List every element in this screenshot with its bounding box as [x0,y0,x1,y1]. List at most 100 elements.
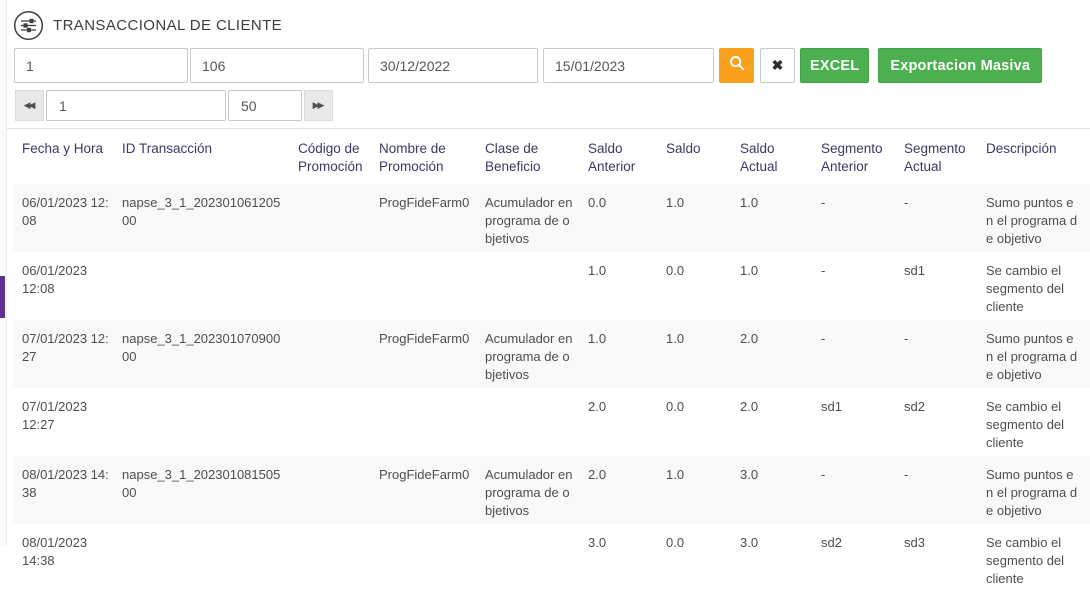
program-id-input[interactable] [190,48,364,83]
column-header: Fecha y Hora [22,141,104,156]
table-cell [485,524,588,592]
table-cell: 3.0 [740,467,759,482]
table-cell: - [904,331,909,346]
table-cell: 2.0 [740,331,759,346]
table-cell [379,388,485,456]
table-cell: Se cambio el segmento del cliente [986,399,1065,450]
table-cell: 0.0 [666,263,685,278]
table-cell [298,184,379,252]
table-cell: Acumulador en programa de objetivos [485,331,573,382]
column-header: Segmento Anterior [821,141,883,174]
pagination-bar: ◀◀ ▶▶ [15,90,1090,121]
table-cell: napse_3_1_20230107090000 [122,331,281,364]
table-row: 07/01/2023 12:27 napse_3_1_20230107090000… [13,320,1090,388]
table-cell: ProgFideFarm0 [379,195,470,210]
column-header: Saldo Anterior [588,141,636,174]
close-icon: ✖ [771,57,784,73]
filter-toolbar: ✖ EXCEL Exportacion Masiva [14,48,1090,83]
table-cell: 2.0 [588,467,607,482]
scrollbar-thumb[interactable] [0,276,5,318]
page-header: TRANSACCIONAL DE CLIENTE [8,0,1090,44]
excel-button-label: EXCEL [810,57,860,74]
table-cell: 1.0 [740,195,759,210]
table-cell [122,524,298,592]
table-cell: 1.0 [740,263,759,278]
column-header: Clase de Beneficio [485,141,541,174]
table-cell [122,252,298,320]
table-cell: 08/01/2023 14:38 [22,535,88,568]
table-cell [298,388,379,456]
search-button[interactable] [719,48,754,83]
column-header: Saldo Actual [740,141,778,174]
table-row: 08/01/2023 14:38 napse_3_1_20230108150500… [13,456,1090,524]
excel-button[interactable]: EXCEL [800,48,870,83]
page-title: TRANSACCIONAL DE CLIENTE [53,16,283,34]
page-size-input[interactable] [228,90,302,121]
table-cell: sd3 [904,535,925,550]
transactions-table: Fecha y Hora ID Transacción Código de Prom… [13,129,1090,592]
table-row: 08/01/2023 14:38 3.0 0.0 3.0 sd2 sd3 Se cambio… [13,524,1090,592]
table-cell: napse_3_1_20230106120500 [122,195,281,228]
table-cell: sd1 [904,263,925,278]
table-cell: - [821,331,826,346]
table-cell: Acumulador en programa de objetivos [485,195,573,246]
table-cell [379,252,485,320]
export-massive-button[interactable]: Exportacion Masiva [878,48,1043,83]
double-chevron-right-icon: ▶▶ [312,100,325,110]
table-header-row: Fecha y Hora ID Transacción Código de Prom… [13,129,1090,184]
table-cell: Se cambio el segmento del cliente [986,263,1065,314]
table-cell: 1.0 [588,331,607,346]
table-cell: - [904,467,909,482]
table-cell: 07/01/2023 12:27 [22,331,109,364]
table-cell: 06/01/2023 12:08 [22,195,109,228]
table-cell: ProgFideFarm0 [379,331,470,346]
table-cell: Se cambio el segmento del cliente [986,535,1065,586]
vertical-scrollbar[interactable] [0,0,7,546]
table-cell: 2.0 [740,399,759,414]
column-header: ID Transacción [122,141,213,156]
table-cell: sd1 [821,399,842,414]
table-cell [298,252,379,320]
table-row: 06/01/2023 12:08 napse_3_1_20230106120500… [13,184,1090,252]
table-cell: 0.0 [666,535,685,550]
table-cell: 3.0 [588,535,607,550]
table-cell: sd2 [821,535,842,550]
table-cell: 1.0 [666,467,685,482]
table-cell [485,252,588,320]
date-to-input[interactable] [543,48,714,83]
table-cell: 06/01/2023 12:08 [22,263,88,296]
double-chevron-left-icon: ◀◀ [23,100,36,110]
table-cell: ProgFideFarm0 [379,467,470,482]
client-id-input[interactable] [14,48,188,83]
table-cell [298,456,379,524]
date-from-input[interactable] [368,48,538,83]
table-cell [485,388,588,456]
table-cell: Sumo puntos en el programa de objetivo [986,195,1078,246]
table-cell: - [821,467,826,482]
table-cell: 0.0 [588,195,607,210]
table-cell: - [904,195,909,210]
column-header: Nombre de Promoción [379,141,446,174]
table-cell: 3.0 [740,535,759,550]
table-cell: 1.0 [666,195,685,210]
table-cell: Acumulador en programa de objetivos [485,467,573,518]
table-cell: 0.0 [666,399,685,414]
next-page-button[interactable]: ▶▶ [304,90,333,121]
search-icon [728,54,746,77]
table-row: 06/01/2023 12:08 1.0 0.0 1.0 - sd1 Se cambio e… [13,252,1090,320]
column-header: Descripción [986,141,1057,156]
column-header: Segmento Actual [904,141,966,174]
table-cell: 08/01/2023 14:38 [22,467,109,500]
table-cell [298,320,379,388]
prev-page-button[interactable]: ◀◀ [15,90,44,121]
table-cell: 2.0 [588,399,607,414]
table-cell: Sumo puntos en el programa de objetivo [986,331,1078,382]
clear-button[interactable]: ✖ [760,48,795,83]
table-divider [0,128,1090,129]
page-number-input[interactable] [46,90,226,121]
table-cell: 1.0 [666,331,685,346]
table-cell [122,388,298,456]
table-cell: Sumo puntos en el programa de objetivo [986,467,1078,518]
table-cell: sd2 [904,399,925,414]
